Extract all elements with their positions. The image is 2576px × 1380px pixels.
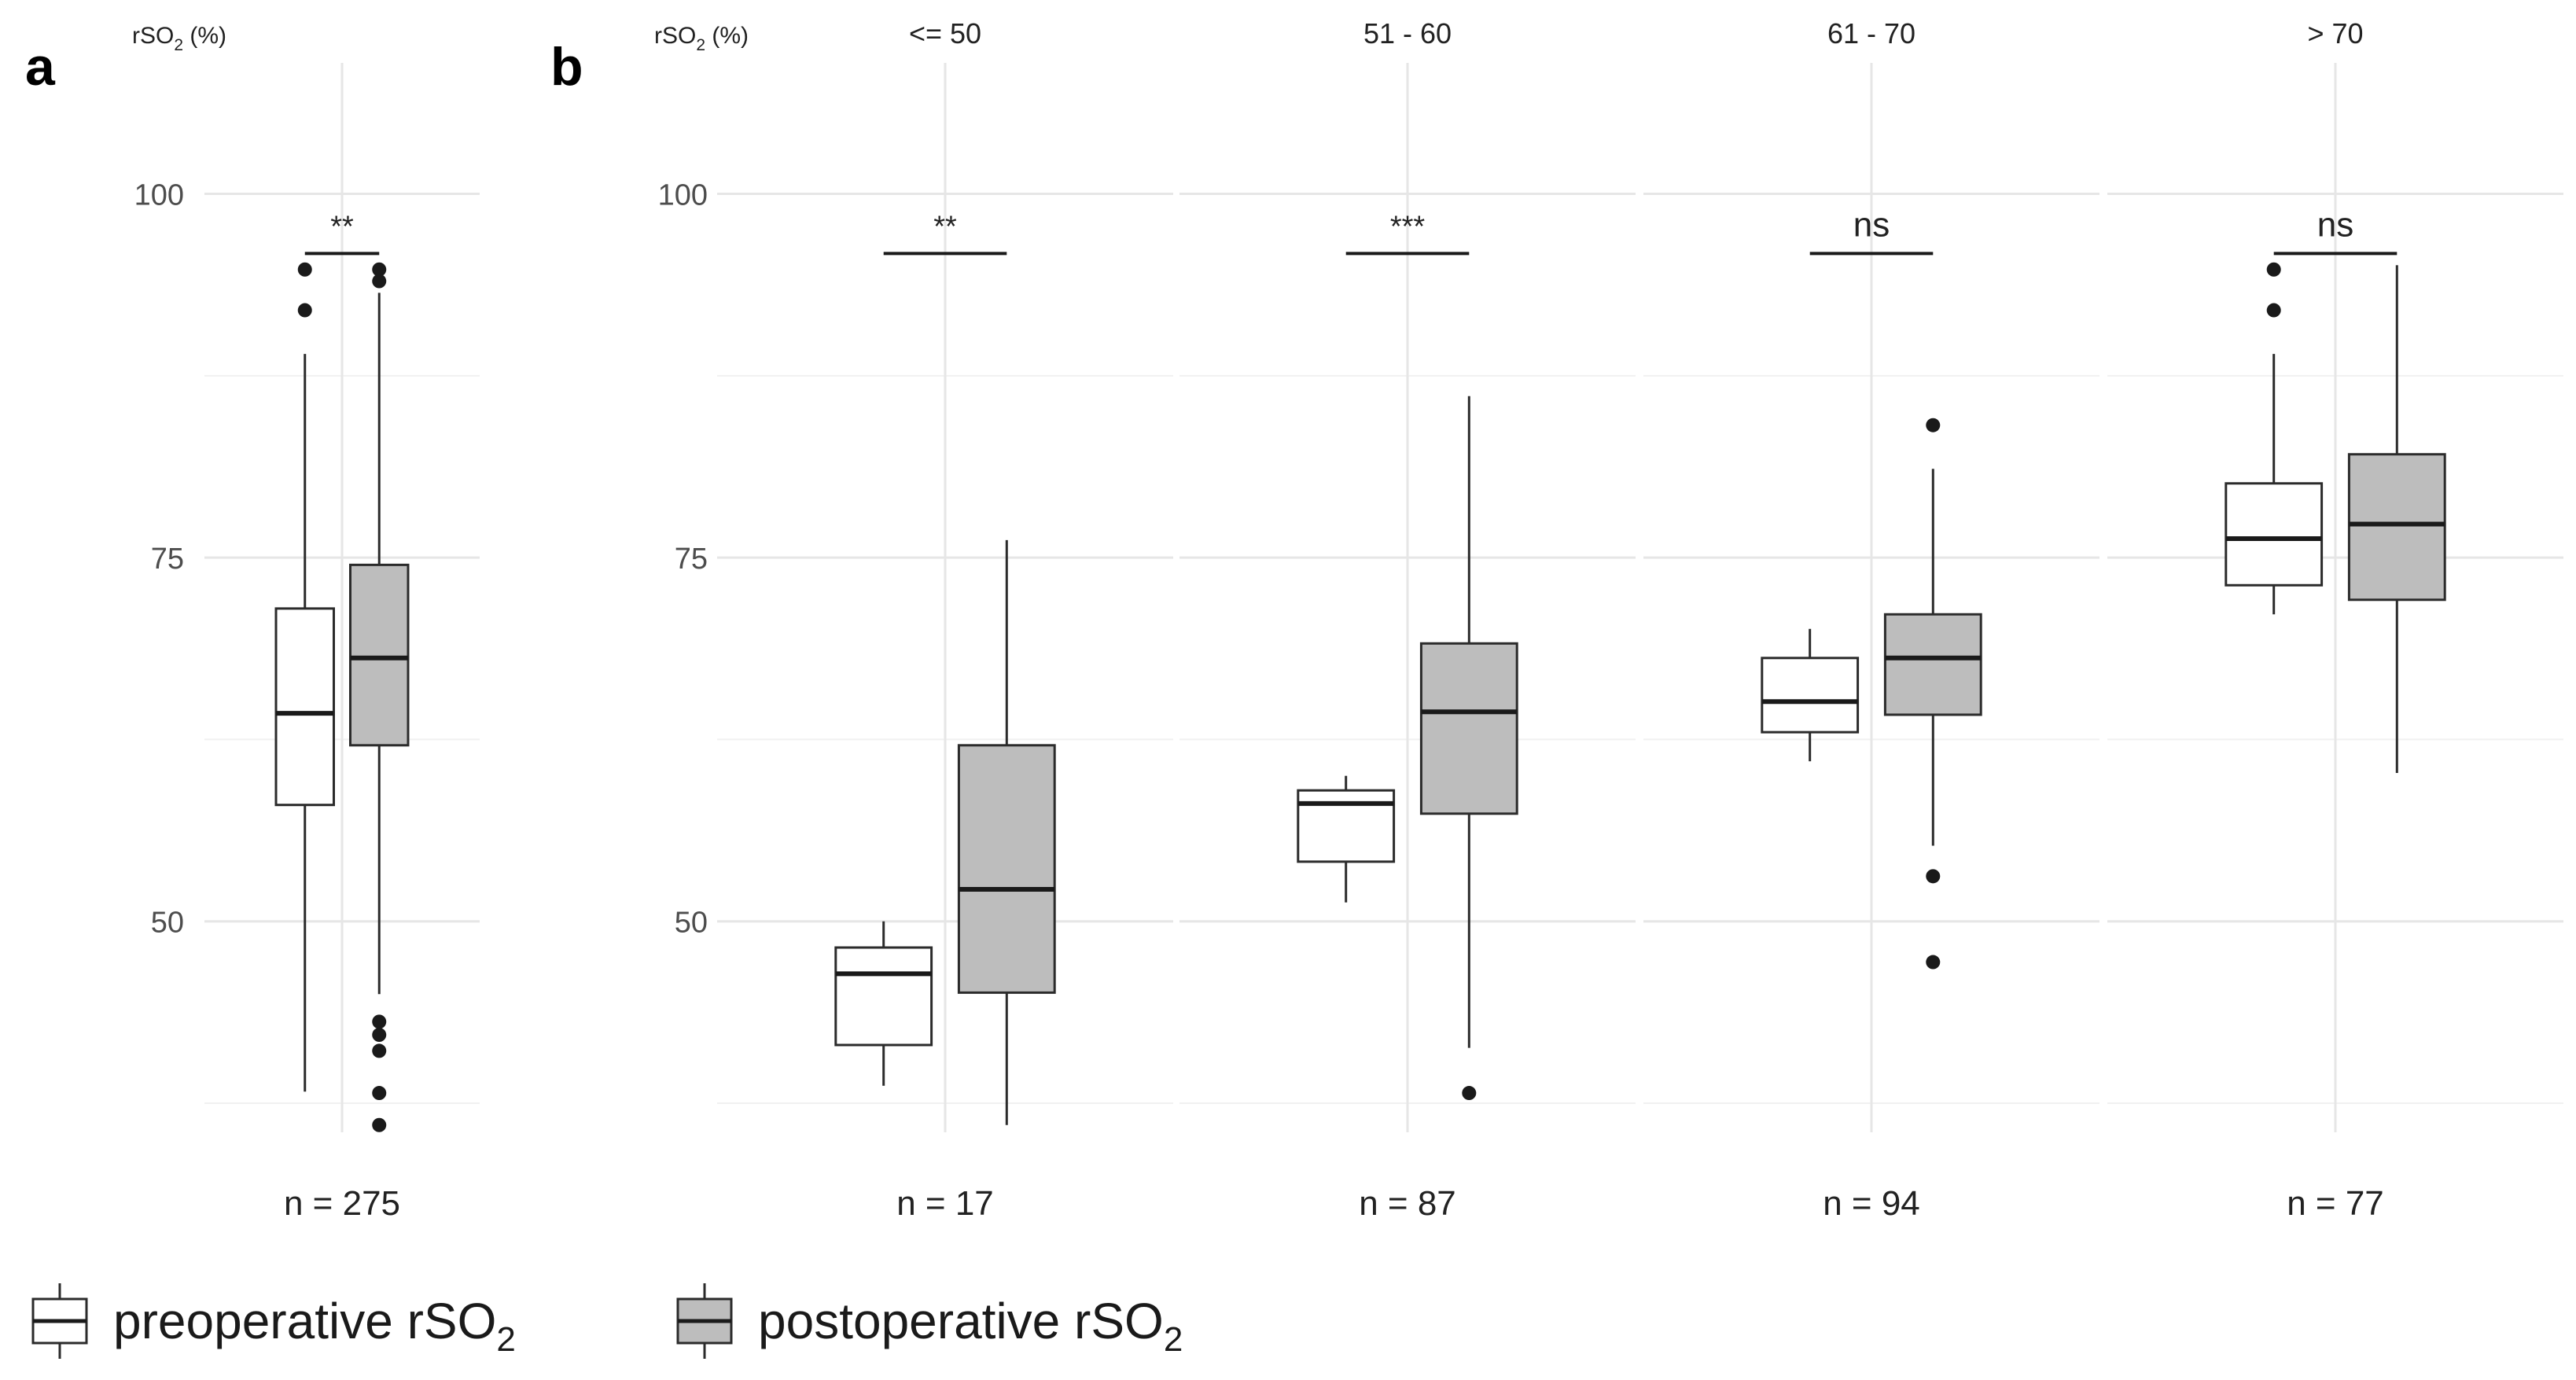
outlier-point bbox=[1926, 418, 1941, 432]
facet-a-0: ** n = 275 bbox=[204, 63, 480, 1223]
y-tick-label: 50 bbox=[675, 907, 708, 940]
facet-label: 61 - 70 bbox=[1827, 17, 1915, 50]
n-label: n = 17 bbox=[896, 1184, 994, 1223]
facet-label: 51 - 60 bbox=[1363, 17, 1452, 50]
outlier-point bbox=[372, 262, 387, 277]
box-iqr bbox=[2347, 453, 2446, 602]
box-postoperative bbox=[2347, 265, 2446, 773]
facet-b-3: > 70 ns n = 77 bbox=[2107, 17, 2563, 1223]
box-postoperative bbox=[1419, 396, 1518, 1101]
legend-item-1: postoperative rSO2 bbox=[676, 1283, 1183, 1359]
n-label: n = 77 bbox=[2287, 1184, 2384, 1223]
panel-label-a: a bbox=[25, 37, 56, 97]
panel-a: rSO2 (%) 50 75 100 ** n = 275 bbox=[132, 23, 480, 1223]
box-preoperative bbox=[1761, 628, 1860, 762]
legend-label: postoperative rSO2 bbox=[758, 1293, 1183, 1359]
box-iqr bbox=[1761, 657, 1860, 734]
box-iqr bbox=[1419, 642, 1518, 815]
box-postoperative bbox=[957, 539, 1056, 1125]
y-tick-label: 50 bbox=[151, 907, 184, 940]
outlier-point bbox=[2266, 262, 2281, 277]
box-postoperative bbox=[349, 262, 410, 1132]
facet-b-2: 61 - 70 ns n = 94 bbox=[1643, 17, 2099, 1223]
n-label: n = 94 bbox=[1823, 1184, 1920, 1223]
n-label: n = 87 bbox=[1359, 1184, 1456, 1223]
significance-label: ** bbox=[330, 210, 354, 243]
facet-b-0: <= 50 ** n = 17 bbox=[717, 17, 1173, 1223]
significance-label: ns bbox=[2317, 205, 2353, 244]
box-preoperative bbox=[2225, 262, 2324, 615]
outlier-point bbox=[297, 262, 312, 277]
y-axis-title: rSO2 (%) bbox=[654, 23, 749, 54]
box-iqr bbox=[1883, 613, 1982, 716]
outlier-point bbox=[2266, 303, 2281, 318]
outlier-point bbox=[297, 303, 312, 318]
facet-b-1: 51 - 60 *** n = 87 bbox=[1179, 17, 1636, 1223]
y-tick-label: 75 bbox=[675, 543, 708, 576]
y-axis-title: rSO2 (%) bbox=[132, 23, 226, 54]
outlier-point bbox=[372, 1028, 387, 1043]
outlier-point bbox=[372, 1117, 387, 1132]
legend: preoperative rSO2 postoperative rSO2 bbox=[31, 1283, 1183, 1359]
outlier-point bbox=[372, 1043, 387, 1058]
box-iqr bbox=[834, 946, 933, 1047]
significance-label: ** bbox=[933, 210, 957, 243]
outlier-point bbox=[372, 274, 387, 289]
y-tick-label: 100 bbox=[658, 179, 708, 212]
y-tick-label: 100 bbox=[134, 179, 184, 212]
outlier-point bbox=[372, 1086, 387, 1101]
n-label: n = 275 bbox=[284, 1184, 400, 1223]
outlier-point bbox=[372, 1014, 387, 1029]
outlier-point bbox=[1926, 869, 1941, 884]
facet-label: > 70 bbox=[2307, 17, 2363, 50]
panel-b: rSO2 (%) 50 75 100 <= 50 ** n = 17 51 - 60 *** n … bbox=[654, 17, 2563, 1223]
significance-label: ns bbox=[1853, 205, 1890, 244]
outlier-point bbox=[1926, 955, 1941, 970]
box-postoperative bbox=[1883, 418, 1982, 970]
box-preoperative bbox=[1297, 775, 1396, 903]
panel-label-b: b bbox=[550, 37, 583, 97]
box-preoperative bbox=[274, 262, 335, 1092]
outlier-point bbox=[1462, 1086, 1477, 1101]
box-iqr bbox=[1297, 789, 1396, 863]
legend-label: preoperative rSO2 bbox=[113, 1293, 516, 1359]
significance-label: *** bbox=[1390, 210, 1426, 243]
box-iqr bbox=[2225, 482, 2324, 587]
box-preoperative bbox=[834, 921, 933, 1086]
box-iqr bbox=[349, 563, 410, 747]
legend-item-0: preoperative rSO2 bbox=[31, 1283, 516, 1359]
box-iqr bbox=[957, 744, 1056, 994]
facet-label: <= 50 bbox=[909, 17, 981, 50]
box-iqr bbox=[274, 607, 335, 807]
y-tick-label: 75 bbox=[151, 543, 184, 576]
